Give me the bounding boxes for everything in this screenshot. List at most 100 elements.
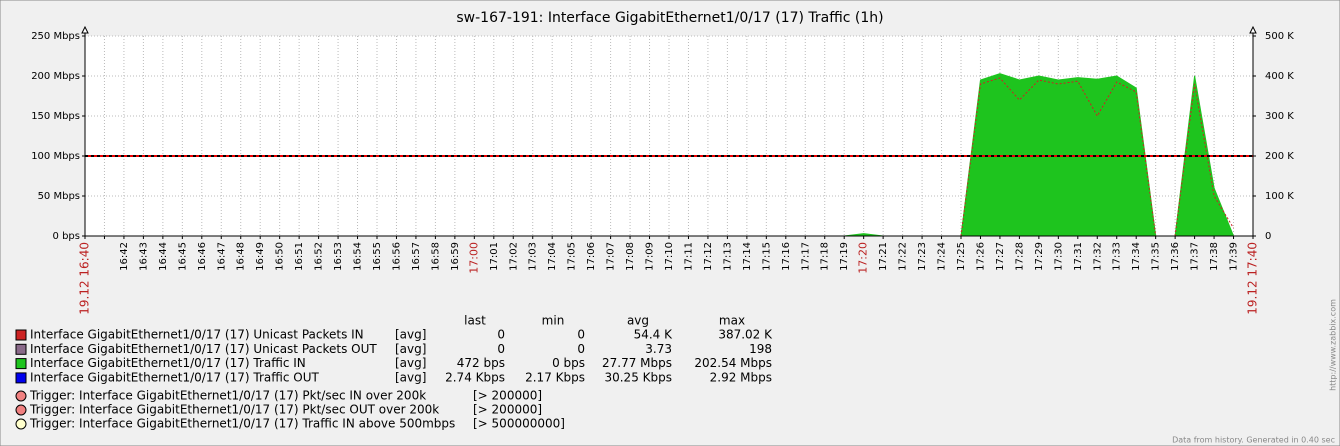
legend-value: 0 xyxy=(497,328,505,342)
legend-value: 0 xyxy=(497,342,505,356)
legend-header: max xyxy=(719,314,745,328)
x-tick-label: 16:52 xyxy=(314,242,325,271)
x-tick-label: 17:38 xyxy=(1209,242,1220,271)
legend-swatch xyxy=(15,343,27,355)
x-tick-label: 17:13 xyxy=(722,242,733,271)
legend-swatch xyxy=(15,329,27,341)
legend-value: 2.17 Kbps xyxy=(525,370,585,384)
legend-value: 387.02 K xyxy=(718,328,773,342)
x-tick-label: 17:00 xyxy=(467,242,480,274)
y-tick-label: 200 Mbps xyxy=(31,71,80,82)
trigger-threshold: [> 200000] xyxy=(473,403,542,417)
x-tick-label: 17:08 xyxy=(625,242,636,271)
x-tick-label: 17:37 xyxy=(1190,242,1201,271)
legend-value: 54.4 K xyxy=(634,328,674,342)
x-tick-label: 17:39 xyxy=(1229,242,1240,271)
trigger-marker xyxy=(15,404,27,416)
trigger-label: Trigger: Interface GigabitEthernet1/0/17… xyxy=(29,417,455,431)
x-tick-label: 16:59 xyxy=(450,242,461,271)
x-tick-label: 16:58 xyxy=(430,242,441,271)
trigger-label: Trigger: Interface GigabitEthernet1/0/17… xyxy=(29,389,426,403)
trigger-label: Trigger: Interface GigabitEthernet1/0/17… xyxy=(29,403,439,417)
legend-function: [avg] xyxy=(395,356,426,370)
x-tick-label: 17:21 xyxy=(878,242,889,271)
x-tick-label: 17:22 xyxy=(898,242,909,271)
x-tick-label: 16:45 xyxy=(177,242,188,271)
trigger-marker xyxy=(15,418,27,430)
legend-value: 0 xyxy=(577,342,585,356)
x-tick-label: 17:30 xyxy=(1053,242,1064,271)
x-tick-label: 17:11 xyxy=(683,242,694,271)
legend-swatch xyxy=(15,358,27,370)
x-tick-label: 17:28 xyxy=(1014,242,1025,271)
legend-value: 3.73 xyxy=(645,342,672,356)
x-tick-label: 16:55 xyxy=(372,242,383,271)
y-tick-label: 250 Mbps xyxy=(31,31,80,42)
x-tick-label: 17:15 xyxy=(761,242,772,271)
legend-value: 0 xyxy=(577,328,585,342)
axis-arrow xyxy=(1249,25,1257,34)
legend-value: 2.92 Mbps xyxy=(710,370,772,384)
x-tick-label: 17:03 xyxy=(528,242,539,271)
x-tick-label: 16:56 xyxy=(391,242,402,271)
x-tick-label: 17:34 xyxy=(1131,242,1142,271)
x-tick-label: 17:10 xyxy=(664,242,675,271)
legend-label: Interface GigabitEthernet1/0/17 (17) Tra… xyxy=(30,370,319,384)
y-tick-label: 0 bps xyxy=(53,231,80,242)
footer: Data from history. Generated in 0.40 sec xyxy=(1172,436,1335,445)
x-tick-label: 17:05 xyxy=(567,242,578,271)
x-tick-label: 16:51 xyxy=(294,242,305,271)
x-tick-label: 17:16 xyxy=(781,242,792,271)
x-tick-label: 17:20 xyxy=(857,242,870,274)
x-tick-label: 17:31 xyxy=(1073,242,1084,271)
x-tick-label: 16:48 xyxy=(236,242,247,271)
y2-tick-label: 0 xyxy=(1265,231,1271,242)
x-tick-label: 16:43 xyxy=(138,242,149,271)
x-tick-label: 17:02 xyxy=(508,242,519,271)
x-tick-label: 17:25 xyxy=(956,242,967,271)
x-tick-label: 16:53 xyxy=(333,242,344,271)
x-tick-label: 17:18 xyxy=(820,242,831,271)
x-tick-label: 16:44 xyxy=(158,242,169,271)
axis-arrow xyxy=(81,25,89,34)
x-tick-label: 16:57 xyxy=(411,242,422,271)
x-tick-label: 17:12 xyxy=(703,242,714,271)
y2-tick-label: 300 K xyxy=(1265,111,1294,122)
area xyxy=(85,73,1235,236)
y2-tick-label: 200 K xyxy=(1265,151,1294,162)
legend-label: Interface GigabitEthernet1/0/17 (17) Tra… xyxy=(30,356,306,370)
x-tick-label: 17:27 xyxy=(995,242,1006,271)
x-tick-label: 17:33 xyxy=(1112,242,1123,271)
x-tick-label: 17:29 xyxy=(1034,242,1045,271)
x-tick-label: 17:14 xyxy=(742,242,753,271)
legend-value: 27.77 Mbps xyxy=(602,356,672,370)
x-tick-label: 17:04 xyxy=(547,242,558,271)
x-tick-label: 17:36 xyxy=(1170,242,1181,271)
y2-tick-label: 400 K xyxy=(1265,71,1294,82)
url: http://www.zabbix.com xyxy=(1329,299,1338,391)
legend-value: 472 bps xyxy=(457,356,505,370)
legend-value: 0 bps xyxy=(552,356,585,370)
legend-swatch xyxy=(15,372,27,384)
legend-value: 198 xyxy=(749,342,772,356)
x-tick-label: 16:49 xyxy=(255,242,266,271)
y-tick-label: 100 Mbps xyxy=(31,151,80,162)
x-tick-label: 16:47 xyxy=(216,242,227,271)
trigger-threshold: [> 500000000] xyxy=(473,417,565,431)
legend-label: Interface GigabitEthernet1/0/17 (17) Uni… xyxy=(30,342,377,356)
legend-function: [avg] xyxy=(395,370,426,384)
x-tick-label: 17:23 xyxy=(917,242,928,271)
y-tick-label: 150 Mbps xyxy=(31,111,80,122)
legend-header: min xyxy=(542,314,565,328)
legend-function: [avg] xyxy=(395,328,426,342)
x-tick-label: 19.12 17:40 xyxy=(1246,242,1260,315)
legend-value: 2.74 Kbps xyxy=(445,370,505,384)
x-tick-label: 17:17 xyxy=(800,242,811,271)
x-tick-label: 16:54 xyxy=(353,242,364,271)
legend-function: [avg] xyxy=(395,342,426,356)
x-tick-label: 17:24 xyxy=(937,242,948,271)
x-tick-label: 16:46 xyxy=(197,242,208,271)
legend-header: last xyxy=(464,314,486,328)
x-tick-label: 17:09 xyxy=(645,242,656,271)
